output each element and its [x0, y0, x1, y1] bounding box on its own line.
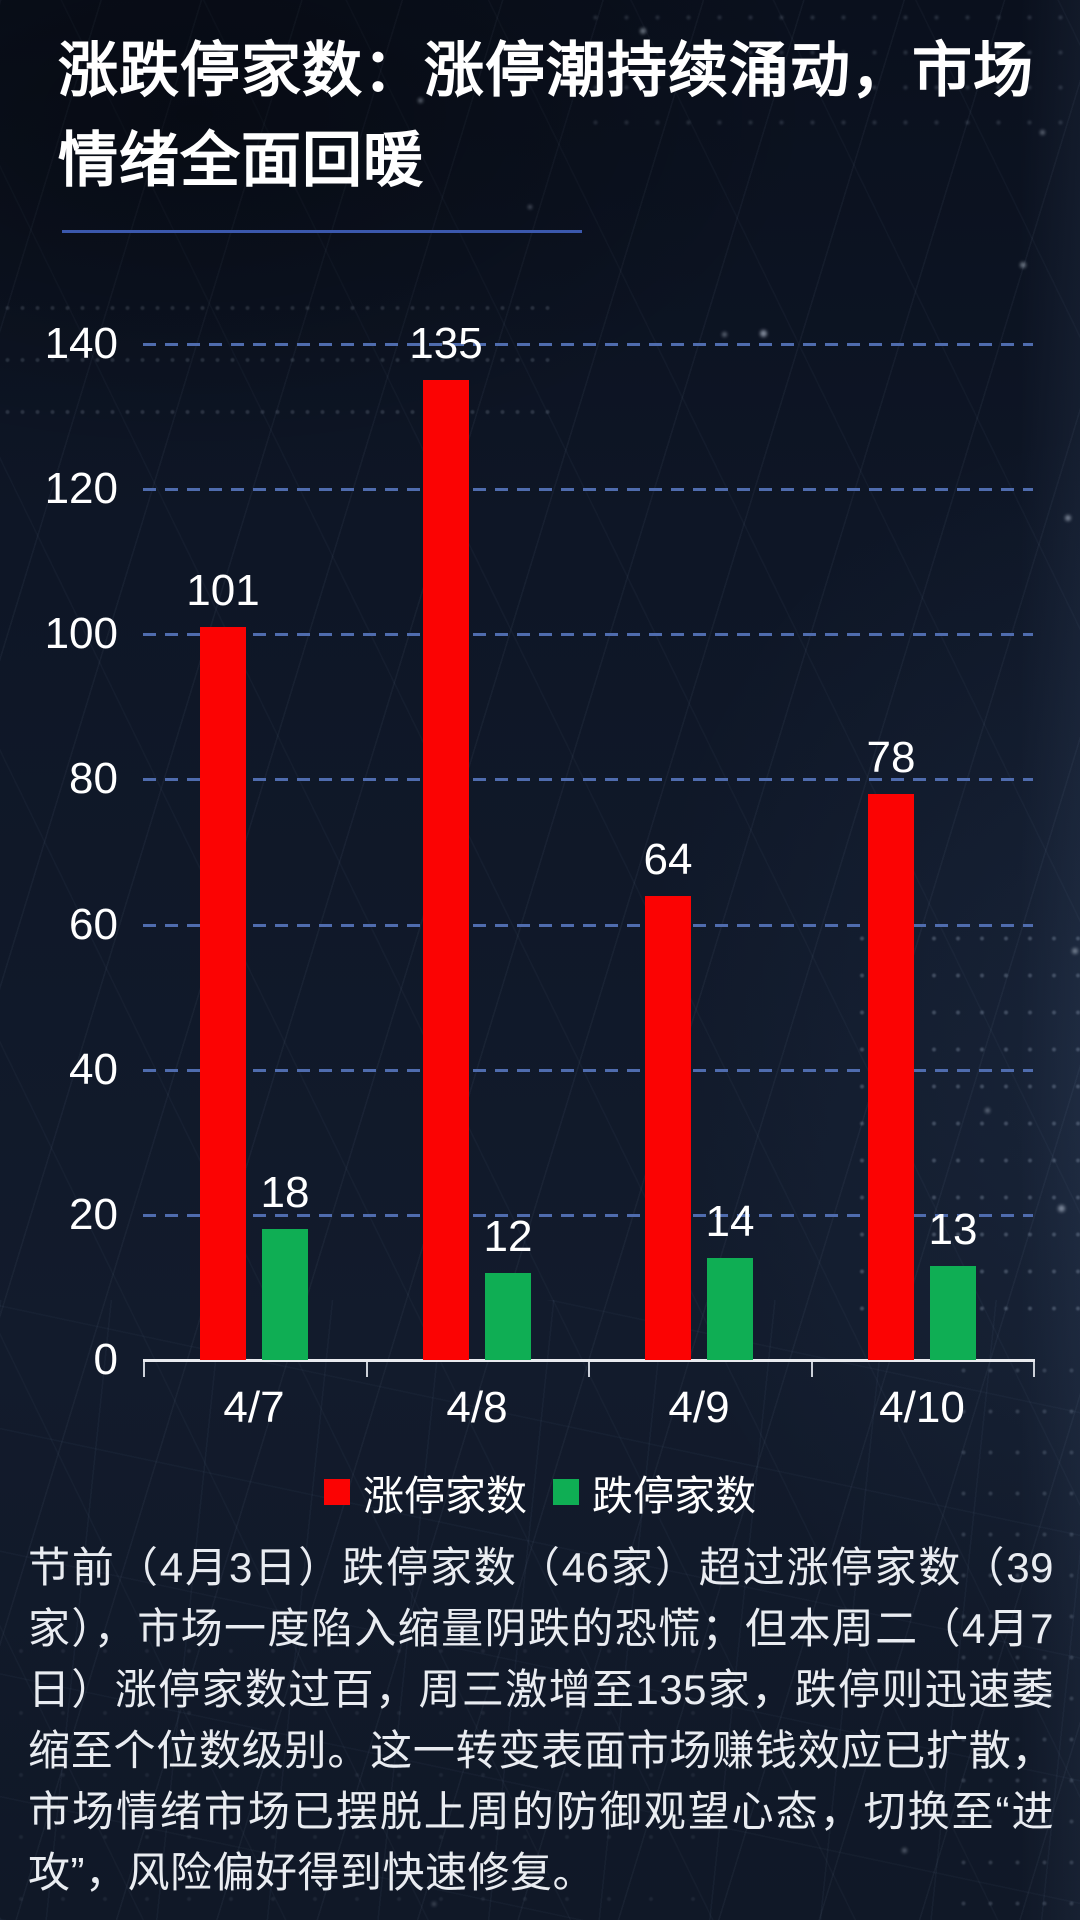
x-axis-tick: [366, 1362, 368, 1377]
x-axis-label-4-10: 4/10: [879, 1383, 965, 1432]
title-divider: [62, 230, 582, 233]
y-axis-label-80: 80: [69, 754, 118, 803]
limit-down-bar-4-9: [707, 1258, 753, 1360]
legend-marker-limit-up: [324, 1479, 350, 1505]
limit-down-bar-4-8: [485, 1273, 531, 1360]
y-axis-label-40: 40: [69, 1045, 118, 1094]
bar-value-label: 13: [928, 1205, 978, 1254]
bar-value-label: 64: [643, 835, 693, 884]
gridline-120: [143, 488, 1033, 491]
bar-value-label: 135: [409, 319, 483, 368]
x-axis-label-4-9: 4/9: [668, 1383, 730, 1432]
legend-item-limit-up: 涨停家数: [324, 1462, 527, 1522]
x-axis-line: [143, 1359, 1035, 1362]
page-title: 涨跌停家数：涨停潮持续涌动，市场情绪全面回暖: [58, 37, 1034, 194]
bar-value-label: 12: [483, 1212, 533, 1261]
limit-down-bar-4-7: [262, 1229, 308, 1360]
gridline-20: [143, 1214, 1033, 1217]
y-axis-label-140: 140: [44, 319, 118, 368]
summary-paragraph: 节前（4月3日）跌停家数（46家）超过涨停家数（39家），市场一度陷入缩量阴跌的…: [28, 1544, 1054, 1896]
y-axis-label-20: 20: [69, 1190, 118, 1239]
x-axis-label-4-7: 4/7: [223, 1383, 285, 1432]
x-axis-tick: [811, 1362, 813, 1377]
gridline-40: [143, 1069, 1033, 1072]
y-axis-label-60: 60: [69, 900, 118, 949]
y-axis-label-0: 0: [93, 1335, 118, 1384]
x-axis-label-4-8: 4/8: [446, 1383, 508, 1432]
legend-marker-limit-down: [553, 1479, 579, 1505]
y-axis-label-100: 100: [44, 609, 118, 658]
bar-value-label: 78: [866, 733, 916, 782]
legend-label-limit-down: 跌停家数: [592, 1473, 756, 1519]
limit-up-bar-4-9: [645, 896, 691, 1360]
gridline-60: [143, 924, 1033, 927]
bar-value-label: 101: [186, 566, 260, 615]
bar-value-label: 14: [705, 1197, 755, 1246]
x-axis-tick: [1033, 1362, 1035, 1377]
limit-up-bar-4-10: [868, 794, 914, 1360]
legend-item-limit-down: 跌停家数: [553, 1462, 756, 1522]
gridline-100: [143, 633, 1033, 636]
gridline-140: [143, 343, 1033, 346]
y-axis-label-120: 120: [44, 464, 118, 513]
x-axis-tick: [143, 1362, 145, 1377]
legend-label-limit-up: 涨停家数: [363, 1473, 527, 1519]
limit-up-bar-4-8: [423, 380, 469, 1360]
limit-up-bar-4-7: [200, 627, 246, 1360]
chart-legend: 涨停家数 跌停家数: [0, 1462, 1080, 1522]
x-axis-tick: [588, 1362, 590, 1377]
bar-value-label: 18: [260, 1168, 310, 1217]
gridline-80: [143, 778, 1033, 781]
limit-down-bar-4-10: [930, 1266, 976, 1360]
